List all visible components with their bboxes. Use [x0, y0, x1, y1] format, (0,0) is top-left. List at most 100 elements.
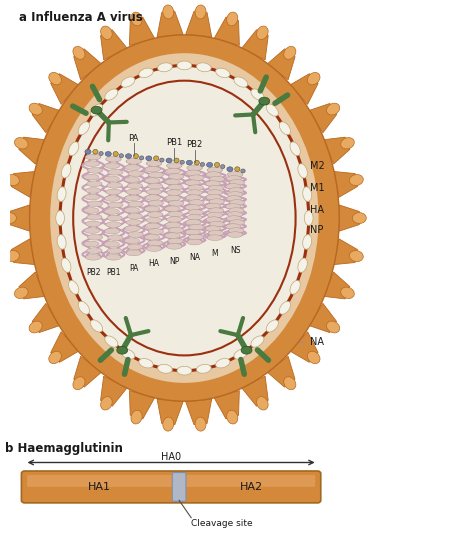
- Ellipse shape: [220, 164, 224, 168]
- Ellipse shape: [145, 223, 160, 229]
- Ellipse shape: [86, 181, 102, 187]
- Ellipse shape: [173, 158, 179, 163]
- Ellipse shape: [49, 351, 61, 364]
- Ellipse shape: [227, 232, 243, 237]
- Ellipse shape: [83, 174, 99, 180]
- Ellipse shape: [105, 336, 117, 347]
- Ellipse shape: [177, 367, 192, 375]
- Ellipse shape: [83, 208, 99, 213]
- Text: PB1: PB1: [166, 138, 182, 147]
- Ellipse shape: [297, 164, 307, 178]
- Ellipse shape: [127, 214, 142, 219]
- Ellipse shape: [84, 161, 100, 167]
- Ellipse shape: [188, 175, 204, 181]
- Text: PB2: PB2: [86, 268, 100, 277]
- Ellipse shape: [105, 195, 120, 201]
- Polygon shape: [157, 10, 183, 37]
- Text: HA0: HA0: [161, 452, 181, 462]
- Ellipse shape: [233, 77, 247, 87]
- Ellipse shape: [73, 46, 85, 60]
- Ellipse shape: [207, 213, 222, 218]
- Ellipse shape: [90, 104, 102, 116]
- Ellipse shape: [105, 229, 120, 234]
- Ellipse shape: [164, 233, 180, 238]
- Ellipse shape: [99, 152, 103, 156]
- Ellipse shape: [101, 26, 112, 40]
- Ellipse shape: [57, 187, 66, 201]
- Ellipse shape: [159, 158, 164, 162]
- Ellipse shape: [107, 235, 123, 241]
- Polygon shape: [74, 356, 101, 387]
- Ellipse shape: [144, 178, 160, 183]
- Ellipse shape: [144, 235, 160, 240]
- Ellipse shape: [146, 246, 162, 251]
- Ellipse shape: [119, 153, 123, 158]
- Ellipse shape: [187, 215, 202, 220]
- Ellipse shape: [266, 104, 278, 116]
- Ellipse shape: [215, 358, 229, 368]
- Text: NA: NA: [309, 337, 323, 347]
- Ellipse shape: [87, 235, 102, 240]
- Ellipse shape: [326, 321, 339, 333]
- Ellipse shape: [234, 167, 239, 172]
- Ellipse shape: [225, 224, 240, 230]
- Ellipse shape: [147, 212, 162, 217]
- Ellipse shape: [205, 181, 220, 187]
- Ellipse shape: [302, 235, 311, 250]
- Ellipse shape: [146, 217, 162, 223]
- Ellipse shape: [121, 77, 135, 87]
- Ellipse shape: [148, 200, 163, 206]
- Polygon shape: [129, 17, 154, 45]
- Ellipse shape: [107, 202, 123, 208]
- Ellipse shape: [195, 5, 206, 19]
- Polygon shape: [324, 272, 349, 299]
- Ellipse shape: [227, 167, 233, 172]
- Ellipse shape: [29, 103, 42, 115]
- Ellipse shape: [207, 167, 222, 173]
- Ellipse shape: [205, 203, 220, 209]
- Ellipse shape: [86, 248, 102, 253]
- Ellipse shape: [250, 336, 263, 347]
- Ellipse shape: [87, 201, 102, 206]
- Ellipse shape: [185, 229, 200, 235]
- Ellipse shape: [15, 287, 28, 299]
- Ellipse shape: [84, 228, 100, 233]
- Ellipse shape: [60, 66, 308, 371]
- Ellipse shape: [187, 185, 203, 190]
- Ellipse shape: [157, 63, 172, 72]
- Polygon shape: [214, 17, 239, 45]
- Ellipse shape: [168, 174, 183, 179]
- Ellipse shape: [86, 188, 101, 193]
- Ellipse shape: [166, 158, 172, 163]
- Ellipse shape: [104, 241, 119, 247]
- Ellipse shape: [30, 35, 339, 401]
- Text: NS: NS: [229, 246, 240, 254]
- Polygon shape: [101, 30, 127, 60]
- Ellipse shape: [256, 26, 268, 40]
- Ellipse shape: [157, 364, 172, 373]
- Ellipse shape: [227, 212, 243, 217]
- Polygon shape: [32, 104, 60, 132]
- Ellipse shape: [126, 158, 141, 164]
- Text: PA: PA: [128, 134, 139, 142]
- Ellipse shape: [256, 396, 268, 410]
- Ellipse shape: [352, 213, 365, 224]
- Ellipse shape: [146, 161, 162, 166]
- Ellipse shape: [121, 349, 135, 359]
- Ellipse shape: [187, 165, 202, 171]
- Ellipse shape: [205, 226, 220, 231]
- Ellipse shape: [206, 162, 212, 167]
- Polygon shape: [267, 49, 294, 80]
- Ellipse shape: [92, 150, 98, 154]
- Polygon shape: [241, 30, 268, 60]
- Ellipse shape: [283, 46, 295, 60]
- Polygon shape: [129, 391, 154, 419]
- Ellipse shape: [180, 160, 184, 164]
- Ellipse shape: [91, 106, 102, 114]
- Ellipse shape: [208, 199, 224, 204]
- Ellipse shape: [227, 172, 243, 177]
- Ellipse shape: [49, 72, 61, 85]
- Ellipse shape: [307, 351, 319, 364]
- Ellipse shape: [126, 189, 141, 195]
- Ellipse shape: [125, 164, 140, 170]
